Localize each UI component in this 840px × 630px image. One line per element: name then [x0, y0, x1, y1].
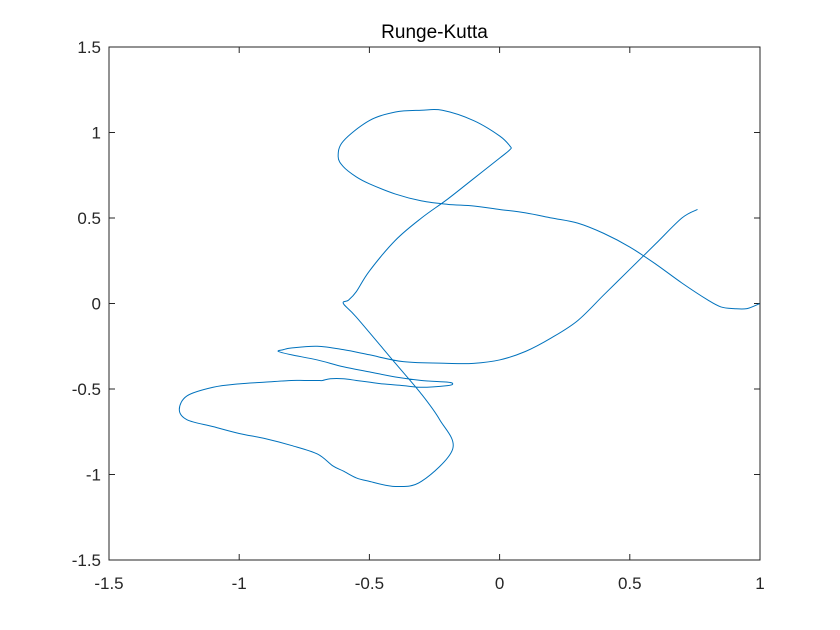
series-line — [178, 108, 761, 488]
y-axis-tick-labels: -1.5 -1 -0.5 0 0.5 1 1.5 — [72, 38, 101, 570]
x-tick-label: 0.5 — [618, 574, 642, 593]
plot-axes-box — [108, 46, 761, 561]
series-group — [178, 108, 761, 488]
y-tick-label: 1.5 — [77, 38, 101, 57]
x-axis-tick-labels: -1.5 -1 -0.5 0 0.5 1 — [94, 574, 764, 593]
x-tick-label: -1 — [232, 574, 247, 593]
x-tick-label: 0 — [495, 574, 504, 593]
y-tick-label: -1.5 — [72, 551, 101, 570]
y-tick-label: -1 — [86, 466, 101, 485]
y-tick-label: 0.5 — [77, 209, 101, 228]
x-tick-label: 1 — [755, 574, 764, 593]
y-tick-label: 0 — [92, 295, 101, 314]
plot-background — [109, 47, 760, 560]
y-tick-label: -0.5 — [72, 380, 101, 399]
x-tick-label: -1.5 — [94, 574, 123, 593]
x-tick-label: -0.5 — [355, 574, 384, 593]
chart-title: Runge-Kutta — [381, 22, 488, 43]
y-tick-label: 1 — [92, 124, 101, 143]
